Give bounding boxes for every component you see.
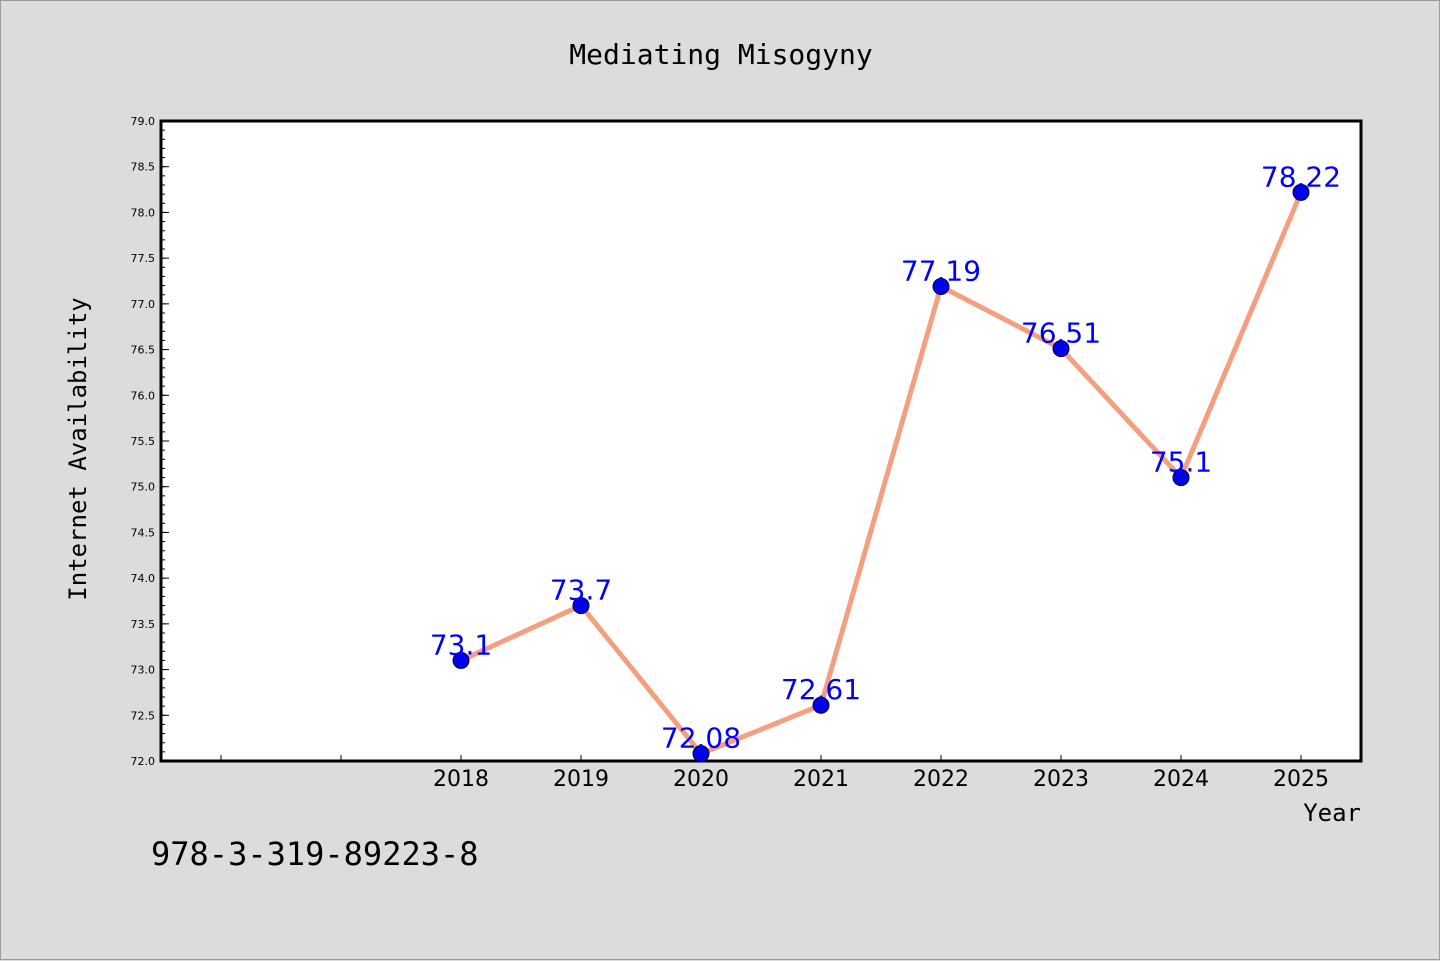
y-tick-label: 72.5 xyxy=(131,709,156,722)
x-tick-label: 2021 xyxy=(793,767,849,792)
data-point xyxy=(452,651,470,669)
y-tick-label: 77.0 xyxy=(131,298,156,311)
y-tick-label: 76.5 xyxy=(131,344,156,357)
x-tick-label: 2018 xyxy=(433,767,489,792)
data-point xyxy=(572,597,590,615)
data-point xyxy=(1172,469,1190,487)
x-tick-label: 2023 xyxy=(1033,767,1089,792)
y-tick-label: 75.5 xyxy=(131,435,156,448)
plot-area xyxy=(159,119,1363,763)
series-line xyxy=(459,191,1304,757)
x-tick-label: 2024 xyxy=(1153,767,1209,792)
data-label: 78.22 xyxy=(1261,160,1341,193)
x-tick-label: 2019 xyxy=(553,767,609,792)
y-tick-label: 78.5 xyxy=(131,161,156,174)
y-axis: 72.0 72.5 73.0 73.5 74.0 74.5 75.0 75.5 76.0 76.5… xyxy=(131,115,169,768)
data-label: 73.7 xyxy=(550,574,612,607)
data-point xyxy=(932,277,950,295)
x-tick-label: 2022 xyxy=(913,767,969,792)
data-label: 75.1 xyxy=(1150,446,1212,479)
data-point xyxy=(692,745,710,763)
x-axis-label: Year xyxy=(1303,799,1361,827)
y-tick-label: 78.0 xyxy=(131,206,156,219)
x-tick-label: 2020 xyxy=(673,767,729,792)
x-axis: 2018 2019 2020 2021 2022 2023 2024 2025 xyxy=(220,755,1329,792)
data-labels: 73.1 73.7 72.08 72.61 77.19 76.51 75.1 78.22 xyxy=(430,160,1341,754)
y-tick-label: 74.5 xyxy=(131,526,156,539)
data-label: 72.61 xyxy=(781,673,861,706)
y-tick-label: 73.0 xyxy=(131,664,156,677)
data-label: 72.08 xyxy=(661,722,741,755)
data-point xyxy=(1052,340,1070,358)
y-tick-label: 72.0 xyxy=(131,755,156,768)
chart-title: Mediating Misogyny xyxy=(569,38,872,71)
y-axis-label: Internet Availability xyxy=(64,297,92,600)
y-tick-label: 77.5 xyxy=(131,252,156,265)
data-point xyxy=(812,696,830,714)
y-tick-label: 74.0 xyxy=(131,572,156,585)
data-label: 77.19 xyxy=(901,254,981,287)
data-label: 73.1 xyxy=(430,628,492,661)
data-point xyxy=(1292,183,1310,201)
y-tick-label: 79.0 xyxy=(131,115,156,128)
data-label: 76.51 xyxy=(1021,317,1101,350)
isbn-footer: 978-3-319-89223-8 xyxy=(151,835,479,873)
x-tick-label: 2025 xyxy=(1273,767,1329,792)
y-tick-label: 75.0 xyxy=(131,481,156,494)
y-tick-label: 76.0 xyxy=(131,389,156,402)
series-internet-availability xyxy=(452,183,1310,763)
y-tick-label: 73.5 xyxy=(131,618,156,631)
